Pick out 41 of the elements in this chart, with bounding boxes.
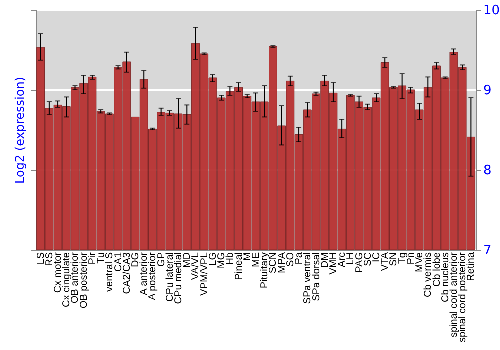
x-tick-label: CA1 <box>113 252 124 272</box>
x-tick-label: Cb lobe <box>432 252 443 287</box>
x-tick-label: ventral S <box>104 252 116 292</box>
y-tick-label: 10 <box>484 4 500 18</box>
x-tick-label: SC <box>362 252 374 266</box>
x-tick-label: LH <box>346 252 357 266</box>
x-tick-label: SO <box>285 252 296 267</box>
x-tick-label: spinal cord anterior <box>448 252 460 338</box>
x-tick-label: VMH <box>328 252 340 275</box>
x-tick-label: CA2/CA3 <box>122 252 133 294</box>
x-tick-label: M <box>242 252 254 261</box>
x-tick-label: DM <box>320 252 331 268</box>
x-tick-label: SCN <box>268 252 280 274</box>
x-tick-label: GP <box>156 252 168 267</box>
x-tick-label: SPa dorsal <box>311 252 322 302</box>
x-tick-label: Cb nucleus <box>440 252 452 303</box>
x-tick-label: Hb <box>225 252 236 266</box>
x-tick-label: Pituitary <box>260 252 271 289</box>
x-tick-label: IC <box>372 252 382 262</box>
x-tick-label: LG <box>208 252 219 266</box>
y-tick-label: 7 <box>484 244 492 258</box>
x-tick-label: OB posterior <box>78 252 90 309</box>
y-axis-title: Log2 (expression) <box>13 77 27 184</box>
x-tick-label: LS <box>36 252 47 265</box>
x-tick-label: Pineal <box>234 252 245 280</box>
x-tick-label: Tg <box>397 252 408 264</box>
x-tick-label: Pn <box>406 252 417 265</box>
y-tick-label: 9 <box>484 84 492 98</box>
x-tick-label: DG <box>130 252 142 268</box>
x-tick-label: RS <box>44 252 56 266</box>
x-tick-label: Pir <box>87 252 98 265</box>
x-tick-label: ME <box>251 252 262 268</box>
x-tick-label: PAG <box>354 252 366 273</box>
x-tick-label: A posterior <box>148 252 159 300</box>
x-tick-label: MPA <box>276 252 288 274</box>
x-tick-label: SN <box>388 252 400 266</box>
x-tick-label: Retina <box>466 252 478 282</box>
x-tick-label: VPM/VPL <box>199 252 210 296</box>
x-tick-label: spinal cord posterior <box>458 252 469 343</box>
x-tick-label: OB anterior <box>70 252 82 304</box>
y-tick-label: 8 <box>484 164 492 178</box>
